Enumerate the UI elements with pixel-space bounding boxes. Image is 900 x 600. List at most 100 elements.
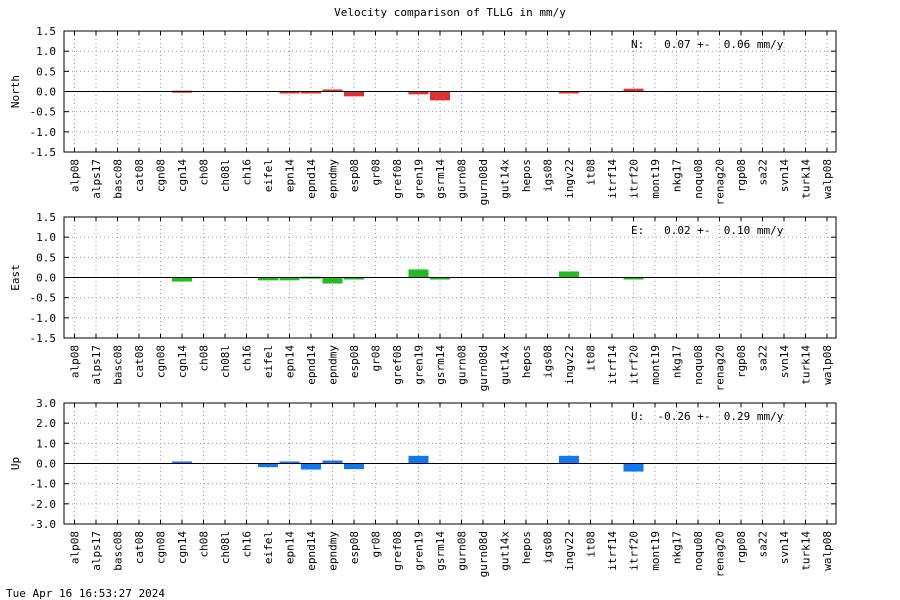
y-tick-label: 0.0 [36,86,56,99]
x-tick-label: nkg17 [671,159,684,192]
x-tick-label: cgn14 [176,531,189,564]
x-tick-label: itrf20 [628,531,641,571]
y-tick-label: 1.0 [36,437,56,450]
bar-epnd14 [301,91,321,94]
x-tick-label: epnd14 [305,345,318,385]
x-tick-label: gref08 [391,345,404,385]
bar-epndmy [322,277,343,284]
y-tick-label: -1.0 [30,312,57,325]
bar-itrf20 [623,88,644,92]
x-tick-label: alps17 [90,345,103,385]
bar-gsrm14 [430,91,450,101]
x-tick-label: cgn08 [155,345,168,378]
x-tick-label: svn14 [778,159,791,192]
x-tick-label: cat08 [133,531,146,564]
x-tick-label: gref08 [391,531,404,571]
x-tick-label: gurn08 [456,159,469,199]
x-tick-label: alps17 [90,159,103,199]
x-tick-label: walp08 [821,345,834,385]
x-tick-label: igs08 [542,345,555,378]
panel-north: -1.5 -1.0 -0.5 0.0 0.5 1.0 1.5 North N: 0.07 +- … [9,25,837,205]
y-tick-label: -1.0 [30,126,57,139]
x-tick-label: alp08 [69,345,82,378]
bar-epn14 [279,91,300,94]
x-tick-label: ch08l [219,531,232,564]
x-tick-label: epndmy [327,531,340,571]
y-tick-label: -1.5 [30,332,57,345]
x-tick-label: gr08 [370,159,383,186]
bar-gsrm14 [430,277,450,280]
y-tick-label: 1.5 [36,25,56,38]
x-tick-label: gsrm14 [434,345,447,385]
x-tick-label: ch16 [241,345,254,372]
x-tick-label: svn14 [778,345,791,378]
x-tick-label: gurn08d [477,345,490,391]
x-tick-label: hepos [520,159,533,192]
x-tick-label: epnd14 [305,159,318,199]
x-tick-label: gsrm14 [434,159,447,199]
x-tick-label: rgp08 [735,159,748,192]
x-tick-label: gurn08d [477,159,490,205]
x-tick-label: hepos [520,345,533,378]
x-tick-label: itrf20 [628,345,641,385]
x-tick-label: itrf14 [606,159,619,199]
x-tick-label: epndmy [327,345,340,385]
y-axis-label: East [9,264,22,291]
bar-epndmy [322,460,343,464]
bar-gren19 [408,269,429,278]
bar-epn14 [279,461,300,464]
x-tick-label: rgp08 [735,345,748,378]
chart-title: Velocity comparison of TLLG in mm/y [334,6,566,19]
x-tick-label: gut14x [499,345,512,385]
x-tick-label: esp08 [348,531,361,564]
x-tick-label: gr08 [370,345,383,372]
x-tick-label: cat08 [133,345,146,378]
y-tick-label: 0.5 [36,251,56,264]
y-tick-label: -0.5 [30,106,57,119]
x-tick-label: ch08 [198,345,211,372]
x-tick-label: ingv22 [563,531,576,571]
x-tick-label: nkg17 [671,345,684,378]
y-tick-label: 0.5 [36,65,56,78]
bar-epndmy [322,89,343,92]
x-tick-label: renag20 [714,159,727,205]
x-tick-label: renag20 [714,531,727,577]
x-tick-label: turk14 [800,345,813,385]
bar-esp08 [344,277,364,280]
x-tick-label: ingv22 [563,345,576,385]
bar-cgn14 [172,461,192,464]
y-tick-label: -1.0 [30,478,57,491]
x-tick-label: noqu08 [692,531,705,571]
bar-itrf20 [623,277,644,280]
y-tick-label: 1.0 [36,231,56,244]
x-tick-label: noqu08 [692,345,705,385]
x-tick-label: gren19 [413,345,426,385]
x-tick-label: mont19 [649,159,662,199]
x-tick-label: gref08 [391,159,404,199]
y-tick-label: -1.5 [30,146,57,159]
x-tick-label: itrf14 [606,345,619,385]
x-tick-label: alp08 [69,531,82,564]
x-tick-label: ch16 [241,159,254,186]
x-tick-label: gut14x [499,531,512,571]
y-tick-label: 0.0 [36,272,56,285]
x-tick-label: turk14 [800,531,813,571]
y-tick-label: 2.0 [36,417,56,430]
x-tick-label: ch08l [219,345,232,378]
x-tick-label: esp08 [348,159,361,192]
bar-epnd14 [301,463,321,470]
x-tick-label: gr08 [370,531,383,558]
x-tick-label: it08 [585,345,598,372]
y-tick-label: 1.0 [36,45,56,58]
x-tick-label: walp08 [821,159,834,199]
x-tick-label: ingv22 [563,159,576,199]
x-tick-label: ch08 [198,159,211,186]
x-tick-label: gsrm14 [434,531,447,571]
bar-esp08 [344,91,364,97]
x-tick-label: cat08 [133,159,146,192]
summary-label: U: -0.26 +- 0.29 mm/y [631,410,784,423]
x-tick-label: mont19 [649,345,662,385]
summary-label: N: 0.07 +- 0.06 mm/y [631,38,784,51]
x-tick-label: epndmy [327,159,340,199]
